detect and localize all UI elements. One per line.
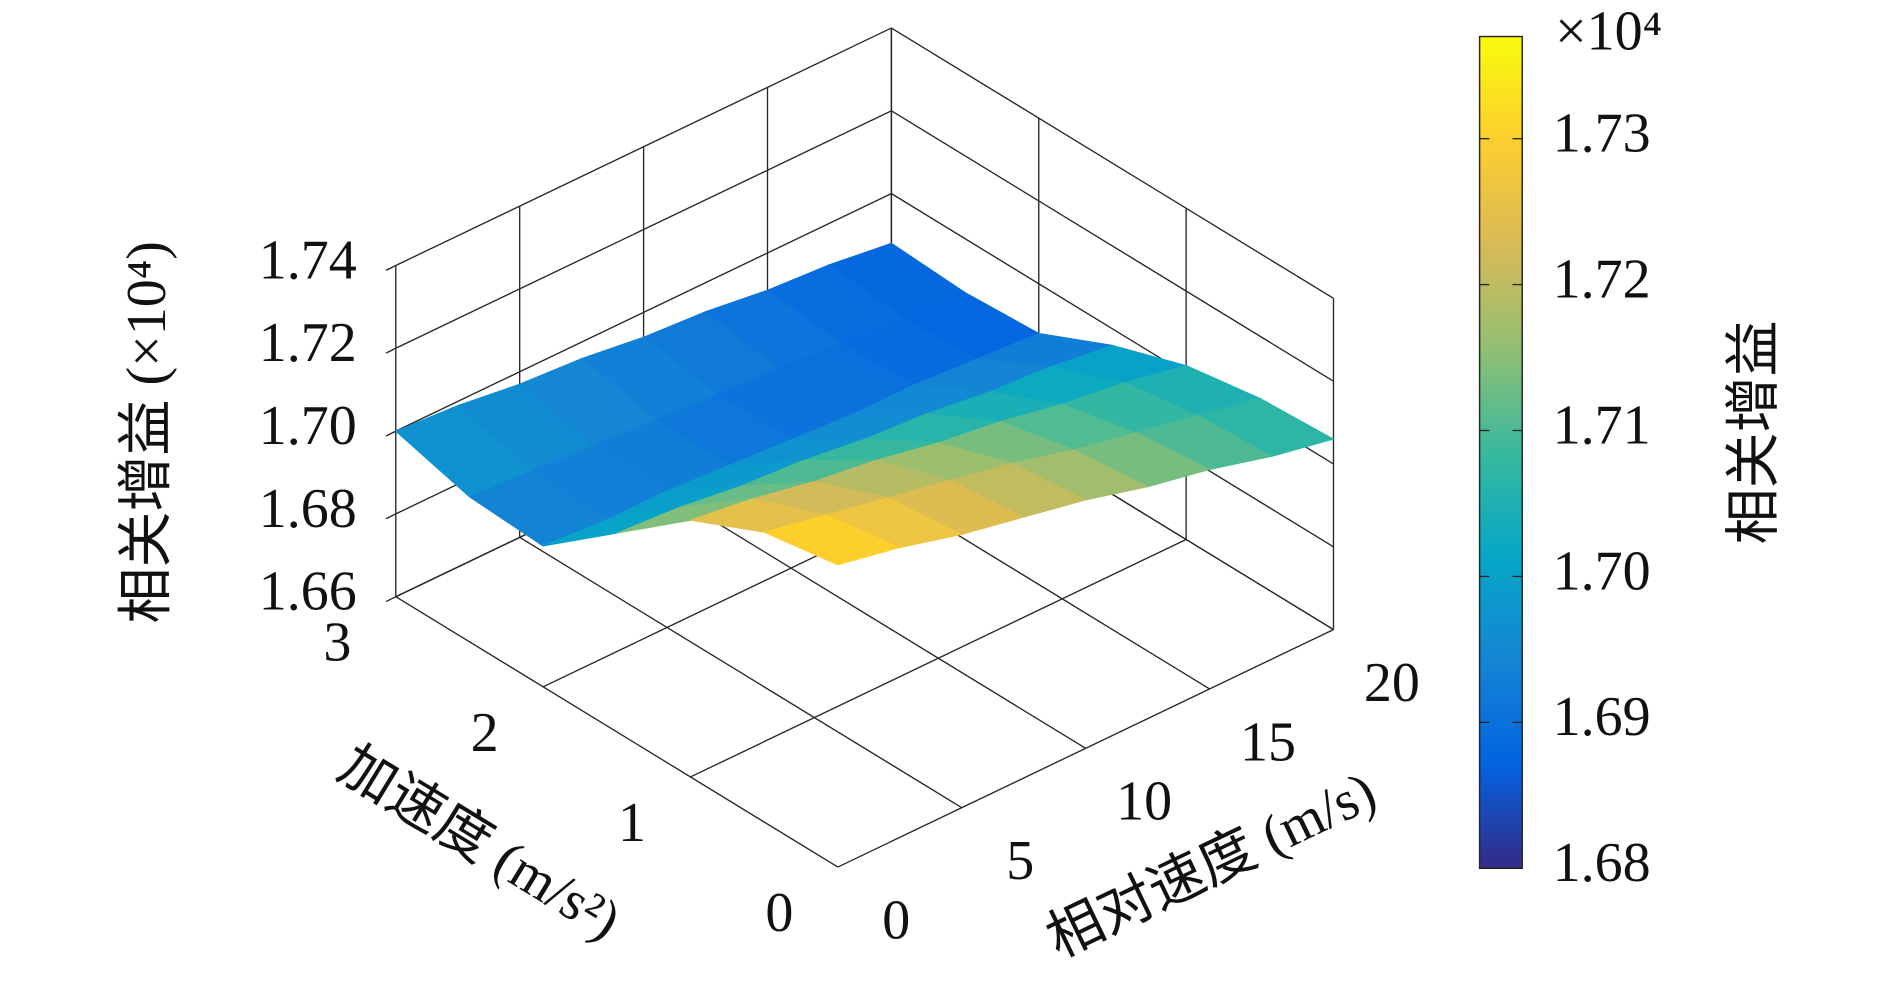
x-axis-label: 相对速度 (m/s) bbox=[1037, 761, 1385, 971]
y-tick-label: 3 bbox=[323, 612, 351, 674]
z-tick-mark bbox=[385, 513, 397, 520]
colorbar-tick-label: 1.68 bbox=[1553, 832, 1651, 894]
colorbar-tick-label: 1.70 bbox=[1553, 540, 1651, 602]
colorbar bbox=[1478, 35, 1523, 870]
z-tick-label: 1.72 bbox=[259, 312, 357, 374]
z-tick-mark bbox=[385, 347, 397, 354]
surface-cell bbox=[762, 514, 902, 566]
plot-root: 0 5 10 15 20 0 1 2 31.66 1.68 1.70 1.72 1.74 相对速度 (m/… bbox=[116, 0, 1785, 970]
z-tick-label: 1.70 bbox=[259, 395, 357, 457]
grid-line bbox=[837, 628, 1334, 868]
z-tick-label: 1.68 bbox=[259, 478, 357, 540]
y-tick-label: 1 bbox=[618, 792, 646, 854]
grid-line bbox=[395, 193, 892, 432]
colorbar-tick-label: 1.73 bbox=[1553, 103, 1651, 165]
colorbar-exponent: ×10⁴ bbox=[1555, 0, 1662, 62]
x-tick-label: 20 bbox=[1364, 652, 1420, 714]
grid-line bbox=[395, 27, 892, 267]
grid-line bbox=[395, 110, 892, 349]
grid-line bbox=[519, 536, 963, 809]
z-tick-mark bbox=[385, 596, 397, 603]
x-tick-label: 15 bbox=[1240, 711, 1296, 773]
grid-line bbox=[395, 596, 839, 868]
colorbar-tick-label: 1.72 bbox=[1553, 248, 1651, 310]
z-tick-label: 1.66 bbox=[259, 561, 357, 623]
x-tick-label: 0 bbox=[882, 889, 910, 951]
y-tick-label: 2 bbox=[471, 702, 499, 764]
colorbar-tick-label: 1.69 bbox=[1553, 686, 1651, 748]
z-tick-mark bbox=[385, 264, 397, 271]
grid-line bbox=[891, 27, 1334, 299]
x-tick-label: 10 bbox=[1116, 771, 1172, 833]
colorbar-label: 相关增益 bbox=[1724, 320, 1786, 544]
y-axis-label: 加速度 (m/s²) bbox=[328, 734, 631, 952]
y-tick-label: 0 bbox=[765, 882, 793, 944]
x-tick-label: 5 bbox=[1006, 830, 1034, 892]
z-tick-label: 1.74 bbox=[259, 229, 357, 291]
grid-line bbox=[891, 110, 1334, 382]
colorbar-tick-label: 1.71 bbox=[1553, 394, 1651, 456]
z-tick-mark bbox=[385, 430, 397, 437]
z-axis-label: 相关增益 (×10⁴) bbox=[116, 241, 178, 623]
grid-line bbox=[690, 538, 1187, 778]
